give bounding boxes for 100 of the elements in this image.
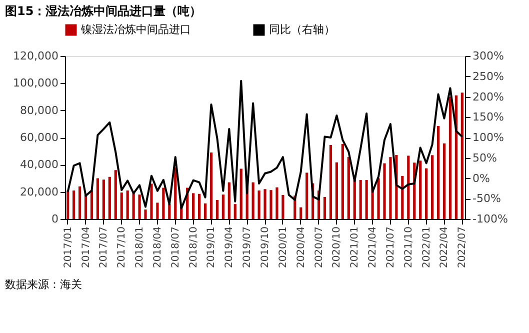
bar <box>126 190 129 219</box>
bar <box>114 170 117 219</box>
legend-label: 镍湿法冶炼中间品进口 <box>80 23 191 36</box>
x-tick-label: 2021/04 <box>368 226 379 268</box>
x-tick-label: 2019/07 <box>242 226 254 268</box>
bar <box>132 193 135 219</box>
bar <box>66 190 70 219</box>
x-tick-label: 2020/07 <box>314 226 325 268</box>
bar <box>78 186 82 219</box>
bar <box>120 192 123 219</box>
bar <box>258 190 260 219</box>
y2-tick-label: -100% <box>472 212 508 226</box>
bar <box>353 180 356 219</box>
bar <box>192 193 195 219</box>
bar <box>323 196 326 219</box>
bar <box>282 194 284 219</box>
x-tick-label: 2018/07 <box>170 226 182 268</box>
x-tick-label: 2017/10 <box>116 226 128 268</box>
bar <box>436 126 440 219</box>
bar <box>300 207 302 219</box>
bar <box>150 184 153 219</box>
y-tick-label: 0 <box>52 212 58 226</box>
bar <box>329 144 332 219</box>
bar <box>383 163 386 219</box>
y2-tick-label: 100% <box>472 131 504 144</box>
bar <box>210 152 213 219</box>
bar <box>335 162 338 219</box>
x-tick-label: 2017/04 <box>80 226 92 268</box>
bar <box>144 209 147 219</box>
bar <box>460 92 464 219</box>
x-tick-label: 2019/04 <box>224 226 236 268</box>
bar <box>90 190 94 219</box>
x-tick-label: 2017/01 <box>62 226 74 268</box>
bar <box>389 157 392 219</box>
bar <box>347 157 350 219</box>
x-tick-label: 2022/04 <box>439 226 450 268</box>
bar <box>108 176 111 219</box>
bar <box>454 95 458 219</box>
x-tick-label: 2021/07 <box>385 226 396 268</box>
y2-tick-label: 200% <box>472 90 504 104</box>
source-note: 数据来源：海关 <box>5 278 82 291</box>
x-tick-label: 2020/04 <box>296 226 307 268</box>
y-tick-label: 60,000 <box>20 131 58 144</box>
bar <box>264 189 266 219</box>
bar <box>168 204 171 219</box>
bar <box>234 204 236 219</box>
y-tick-label: 100,000 <box>13 76 58 90</box>
bar <box>419 160 422 219</box>
bar <box>228 182 230 219</box>
bar <box>204 203 207 219</box>
bar <box>371 188 374 219</box>
bar <box>401 176 404 219</box>
bar <box>377 178 380 219</box>
x-tick-label: 2021/10 <box>403 226 414 268</box>
x-tick-label: 2017/07 <box>98 226 110 268</box>
bar <box>156 202 159 219</box>
bar <box>359 180 362 219</box>
x-tick-label: 2018/10 <box>188 226 200 268</box>
bar <box>270 190 272 219</box>
x-tick-label: 2022/01 <box>421 226 432 268</box>
bar <box>365 180 368 219</box>
y2-tick-label: 300% <box>472 50 504 62</box>
y-tick-label: 20,000 <box>20 185 58 198</box>
x-tick-label: 2021/01 <box>350 226 361 268</box>
y-tick-label: 120,000 <box>13 50 58 62</box>
bar <box>341 144 344 219</box>
bar <box>407 156 410 219</box>
bar <box>240 168 242 219</box>
x-tick-label: 2022/07 <box>457 226 468 268</box>
bar <box>425 168 428 219</box>
bar <box>102 180 105 219</box>
x-tick-label: 2018/01 <box>134 226 146 268</box>
bar <box>442 143 446 219</box>
x-tick-label: 2019/10 <box>260 226 271 268</box>
bar <box>276 187 278 219</box>
bar <box>306 172 308 219</box>
chart-title: 图15：湿法冶炼中间品进口量（吨） <box>5 4 202 18</box>
bar <box>252 182 254 219</box>
bar <box>174 167 177 219</box>
bar <box>72 190 76 219</box>
bar <box>430 155 434 219</box>
y2-tick-label: 0% <box>472 172 490 185</box>
bar <box>448 96 452 219</box>
bar <box>162 188 165 219</box>
bar <box>222 194 224 219</box>
y-tick-label: 40,000 <box>20 158 58 172</box>
x-tick-label: 2020/01 <box>278 226 289 268</box>
bar <box>96 178 100 219</box>
y2-tick-label: -50% <box>472 192 501 206</box>
x-tick-label: 2019/01 <box>206 226 218 268</box>
x-tick-label: 2018/04 <box>152 226 164 268</box>
y2-tick-label: 150% <box>472 110 504 124</box>
x-tick-label: 2020/10 <box>332 226 343 268</box>
y2-tick-label: 250% <box>472 70 504 83</box>
bar <box>216 200 219 219</box>
bar <box>198 194 201 219</box>
legend-label: 同比（右轴） <box>269 23 335 36</box>
y2-tick-label: 50% <box>472 151 497 164</box>
bar <box>138 194 141 219</box>
y-tick-label: 80,000 <box>20 104 58 117</box>
